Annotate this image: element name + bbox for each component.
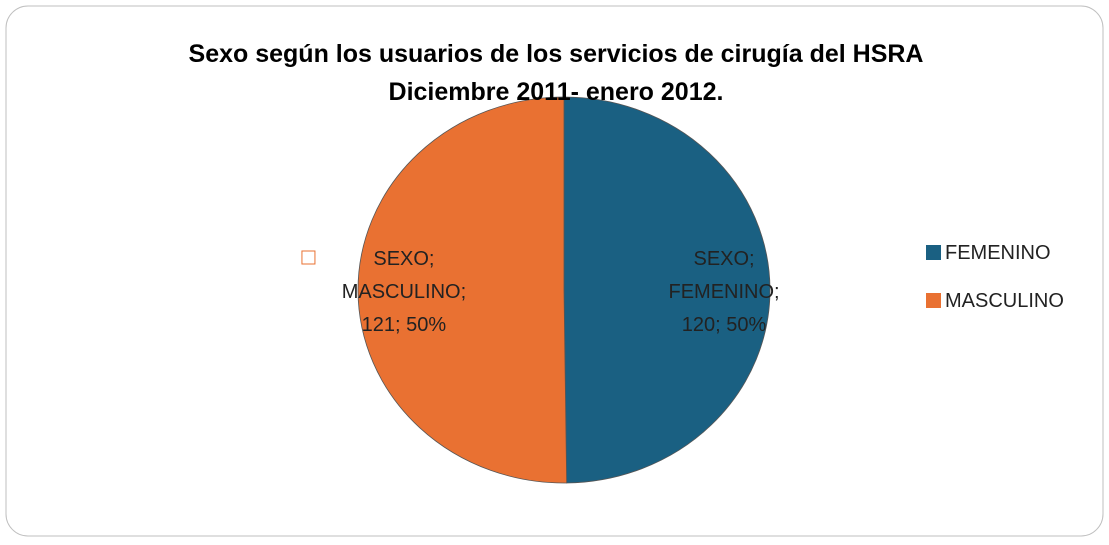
data-label: SEXO; MASCULINO; 121; 50% [301, 248, 466, 336]
pie-slice [563, 96, 771, 484]
label-key [301, 250, 316, 265]
legend: FEMENINO MASCULINO [926, 242, 1064, 312]
legend-swatch [926, 293, 941, 308]
data-label-line: SEXO; [693, 248, 754, 270]
label-key [621, 250, 636, 265]
data-label-line: FEMENINO; [668, 281, 779, 303]
data-label-line: 120; 50% [682, 314, 767, 336]
legend-label: MASCULINO [945, 290, 1064, 312]
data-label-line: MASCULINO; [342, 281, 466, 303]
legend-swatch [926, 245, 941, 260]
data-label-line: SEXO; [373, 248, 434, 270]
data-label-line: 121; 50% [362, 314, 447, 336]
chart-title: Sexo según los usuarios de los servicios… [189, 40, 924, 68]
pie-slice [357, 96, 568, 484]
legend-label: FEMENINO [945, 242, 1051, 264]
data-labels: SEXO; FEMENINO; 120; 50% SEXO; MASCULINO; 121… [301, 248, 780, 336]
pie [357, 96, 771, 484]
data-label: SEXO; FEMENINO; 120; 50% [621, 248, 780, 336]
chart-subtitle: Diciembre 2011- enero 2012. [389, 78, 724, 106]
